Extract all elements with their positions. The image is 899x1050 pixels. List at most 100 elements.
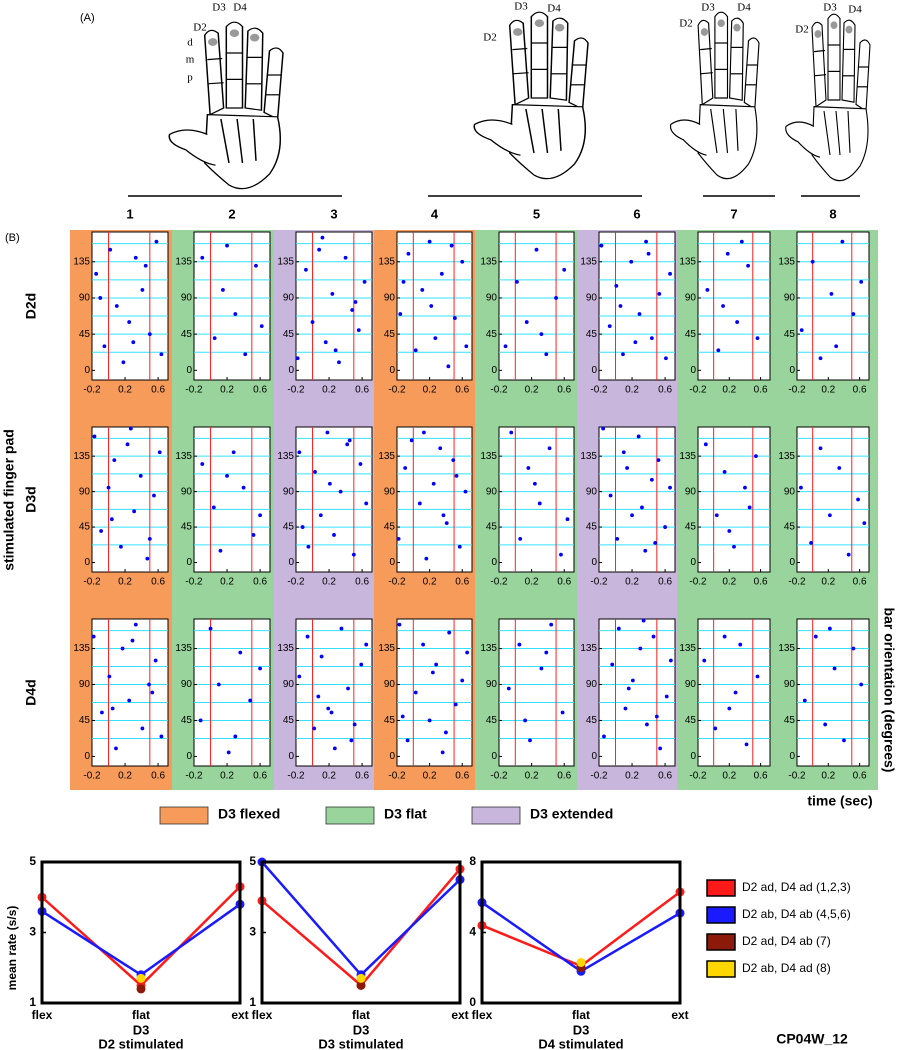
spike-point	[397, 622, 402, 627]
spike-point	[304, 267, 308, 272]
spike-point	[444, 521, 449, 526]
x-tick-label: -0.2	[83, 771, 101, 782]
plot-area	[295, 618, 373, 767]
spike-point	[329, 710, 334, 715]
spike-point	[358, 462, 363, 466]
y-tick-label: 0	[84, 557, 90, 568]
y-tick-label: 90	[283, 679, 295, 690]
spike-point	[610, 662, 615, 667]
y2-axis-title: bar orientation (degrees)	[881, 608, 897, 773]
spike-point	[539, 332, 544, 337]
y-tick-label: 0	[591, 751, 597, 762]
spike-point	[641, 618, 646, 623]
y-tick-label: 90	[283, 486, 295, 497]
spike-point	[440, 750, 445, 755]
spike-point	[732, 544, 736, 549]
digit-label: D2	[483, 32, 496, 44]
spike-point	[746, 263, 750, 268]
spike-point	[127, 320, 132, 324]
x-tick-label: 0.6	[355, 577, 369, 588]
spike-point	[325, 430, 330, 435]
spike-point	[532, 481, 537, 486]
spike-point	[350, 308, 355, 312]
y-tick-label: 45	[586, 522, 598, 533]
x-tick-label: 0.2	[423, 577, 437, 588]
spike-point	[439, 271, 444, 276]
legend-label: D2 ab, D4 ad (8)	[742, 961, 831, 975]
x-tick-label: 0.6	[754, 771, 768, 782]
column-label: 4	[431, 206, 439, 221]
chart-title: D3 stimulated	[318, 1036, 403, 1050]
legend-label: D2 ab, D4 ab (4,5,6)	[742, 907, 851, 921]
spike-point	[602, 734, 606, 739]
spike-point	[799, 328, 804, 333]
x-tick-label: 0.6	[455, 385, 469, 396]
digit-label: D3	[701, 2, 715, 14]
spike-point	[716, 348, 721, 353]
spike-point	[330, 292, 335, 296]
column-label: 8	[829, 206, 836, 221]
x-tick-label: 0.6	[658, 577, 672, 588]
spike-point	[343, 255, 348, 260]
y-tick-label: 135	[277, 256, 294, 267]
y-tick-label: 90	[384, 486, 396, 497]
y-tick-label: 0	[491, 751, 497, 762]
x-tick-label: 0.2	[722, 385, 736, 396]
spike-point	[735, 320, 740, 324]
spike-point	[623, 706, 628, 711]
y-tick-label: 0	[389, 751, 395, 762]
spike-point	[159, 734, 164, 739]
y-tick-label: 45	[586, 715, 598, 726]
spike-point	[305, 634, 310, 639]
digit-label: D2	[795, 24, 808, 36]
x-tick-label: -0.2	[490, 385, 508, 396]
plot-area	[295, 426, 373, 573]
row-label: D3d	[23, 486, 39, 512]
y-tick-label: 90	[181, 293, 193, 304]
spike-point	[629, 259, 634, 264]
x-tick-label: 0.2	[423, 771, 437, 782]
x-tick-label: ext	[231, 1008, 248, 1022]
legend-label: D2 ad, D4 ad (1,2,3)	[742, 880, 851, 894]
y-tick-label: 90	[181, 679, 193, 690]
spike-point	[755, 674, 760, 679]
x-tick-label: 0.6	[151, 577, 165, 588]
spike-point	[837, 466, 842, 470]
spike-point	[233, 734, 238, 739]
spike-point	[743, 485, 747, 490]
x-tick-label: 0.2	[118, 385, 132, 396]
plot-area	[697, 618, 771, 767]
y-tick-label: 0	[690, 365, 696, 376]
x-tick-label: -0.2	[185, 385, 203, 396]
y-tick-label: 135	[480, 256, 497, 267]
spike-point	[349, 738, 354, 743]
spike-point	[614, 283, 619, 288]
spike-point	[859, 682, 864, 687]
column-label: 7	[730, 206, 737, 221]
plot-area	[697, 231, 771, 381]
y-tick-label: 0	[690, 751, 696, 762]
spike-point	[638, 646, 643, 651]
x-tick-label: 0.2	[625, 385, 639, 396]
spike-point	[159, 352, 164, 357]
y-tick-label: 0	[288, 557, 294, 568]
y-tick-label: 0	[789, 751, 795, 762]
spike-point	[295, 356, 300, 361]
plot-frame	[260, 860, 462, 1005]
x-tick-label: -0.2	[689, 577, 707, 588]
plot-area	[498, 231, 575, 381]
y-tick-label: 135	[378, 451, 395, 462]
x-tick-label: 0.2	[821, 577, 835, 588]
spike-point	[216, 682, 221, 687]
y-tick-label: 0	[288, 365, 294, 376]
spike-point	[424, 556, 429, 561]
plot-area	[598, 618, 676, 767]
y-tick-label: 135	[679, 256, 696, 267]
series-line	[261, 861, 461, 977]
y-tick-label: 90	[79, 486, 91, 497]
spike-point	[119, 544, 123, 549]
spike-point	[398, 312, 403, 316]
legend-label: D3 extended	[530, 806, 613, 822]
spike-point	[517, 642, 522, 647]
spike-point	[339, 626, 344, 631]
